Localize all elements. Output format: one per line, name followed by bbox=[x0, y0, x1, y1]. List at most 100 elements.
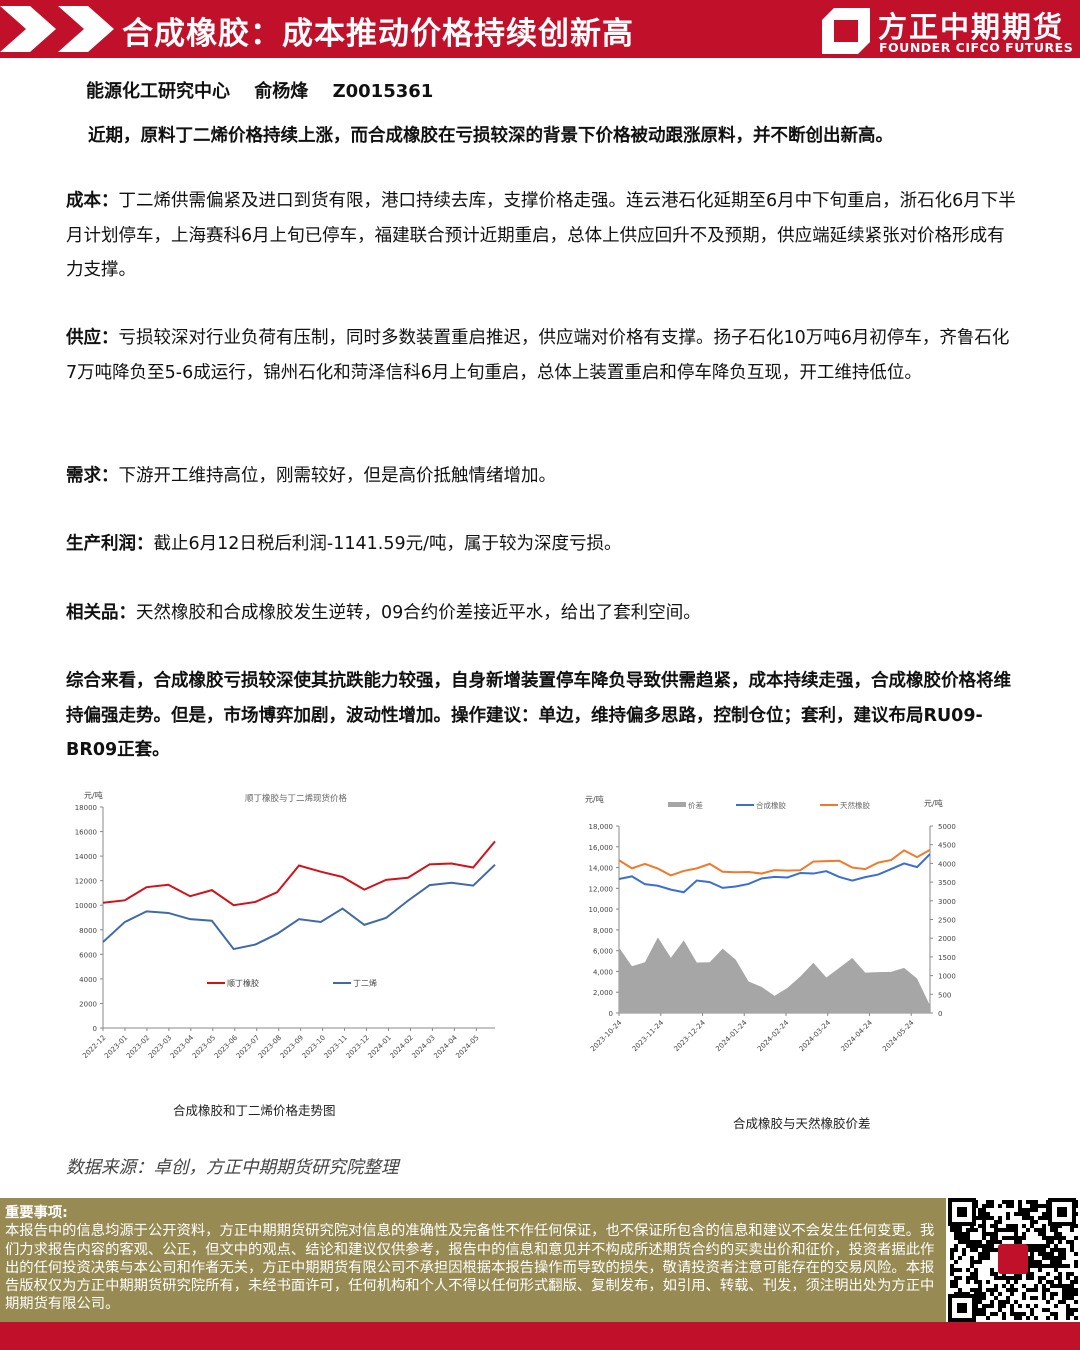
qr-module bbox=[1054, 1232, 1058, 1236]
qr-module bbox=[966, 1228, 970, 1232]
qr-module bbox=[1030, 1276, 1034, 1280]
qr-module bbox=[1030, 1312, 1034, 1316]
qr-module bbox=[986, 1256, 990, 1260]
qr-module bbox=[970, 1244, 974, 1248]
qr-module bbox=[1054, 1276, 1058, 1280]
qr-module bbox=[954, 1236, 958, 1240]
qr-module bbox=[1030, 1256, 1034, 1260]
logo-cn: 方正中期期货 bbox=[878, 10, 1065, 44]
qr-module bbox=[950, 1252, 954, 1256]
footer-bar bbox=[0, 1322, 1080, 1350]
qr-module bbox=[1054, 1244, 1058, 1248]
qr-module bbox=[958, 1228, 962, 1232]
qr-module bbox=[966, 1244, 970, 1248]
qr-module bbox=[954, 1232, 958, 1236]
qr-module bbox=[1074, 1236, 1078, 1240]
qr-module bbox=[982, 1236, 986, 1240]
qr-module bbox=[1042, 1292, 1046, 1296]
qr-module bbox=[1054, 1264, 1058, 1268]
qr-module bbox=[1026, 1228, 1030, 1232]
x-tick-label: 2024-03-24 bbox=[798, 1018, 833, 1053]
qr-module bbox=[1010, 1276, 1014, 1280]
qr-module bbox=[1074, 1252, 1078, 1256]
qr-module bbox=[1022, 1292, 1026, 1296]
qr-module bbox=[970, 1276, 974, 1280]
qr-module bbox=[1042, 1236, 1046, 1240]
qr-module bbox=[978, 1256, 982, 1260]
qr-module bbox=[1026, 1216, 1030, 1220]
qr-module bbox=[1030, 1220, 1034, 1224]
qr-module bbox=[998, 1276, 1002, 1280]
qr-module bbox=[1066, 1288, 1070, 1292]
qr-module bbox=[1050, 1248, 1054, 1252]
qr-module bbox=[1002, 1236, 1006, 1240]
qr-module bbox=[1002, 1284, 1006, 1288]
qr-module bbox=[1054, 1304, 1058, 1308]
qr-module bbox=[982, 1204, 986, 1208]
qr-module bbox=[982, 1232, 986, 1236]
qr-module bbox=[1026, 1304, 1030, 1308]
qr-module bbox=[1014, 1240, 1018, 1244]
y2-tick-label: 4000 bbox=[938, 860, 956, 868]
qr-module bbox=[1038, 1276, 1042, 1280]
qr-module bbox=[1038, 1248, 1042, 1252]
qr-module bbox=[1034, 1260, 1038, 1264]
qr-module bbox=[1050, 1240, 1054, 1244]
qr-module bbox=[1050, 1264, 1054, 1268]
qr-module bbox=[1030, 1200, 1034, 1204]
qr-module bbox=[962, 1252, 966, 1256]
qr-module bbox=[1022, 1212, 1026, 1216]
qr-module bbox=[978, 1240, 982, 1244]
qr-module bbox=[994, 1240, 998, 1244]
qr-module bbox=[990, 1268, 994, 1272]
y-tick-label: 16000 bbox=[75, 829, 97, 837]
summary-text: 综合来看，合成橡胶亏损较深使其抗跌能力较强，自身新增装置停车降负导致供需趋紧，成… bbox=[66, 671, 1011, 760]
qr-module bbox=[1074, 1316, 1078, 1320]
qr-module bbox=[1030, 1208, 1034, 1212]
qr-module bbox=[1002, 1200, 1006, 1204]
qr-module bbox=[986, 1212, 990, 1216]
qr-module bbox=[958, 1236, 962, 1240]
qr-module bbox=[1038, 1228, 1042, 1232]
company-logo: 方正中期期货 FOUNDER CIFCO FUTURES bbox=[820, 4, 1078, 56]
qr-module bbox=[978, 1284, 982, 1288]
qr-module bbox=[998, 1304, 1002, 1308]
qr-module bbox=[1050, 1256, 1054, 1260]
qr-module bbox=[1026, 1208, 1030, 1212]
page-title: 合成橡胶：成本推动价格持续创新高 bbox=[122, 16, 634, 52]
qr-module bbox=[966, 1236, 970, 1240]
qr-module bbox=[1070, 1272, 1074, 1276]
qr-module bbox=[1026, 1316, 1030, 1320]
qr-module bbox=[1050, 1280, 1054, 1284]
qr-module bbox=[1038, 1268, 1042, 1272]
qr-module bbox=[998, 1204, 1002, 1208]
section-demand: 需求：下游开工维持高位，刚需较好，但是高价抵触情绪增加。 bbox=[66, 459, 1016, 494]
qr-module bbox=[1006, 1288, 1010, 1292]
qr-module bbox=[1018, 1304, 1022, 1308]
y2-tick-label: 1000 bbox=[938, 973, 956, 981]
qr-finder-core bbox=[1057, 1207, 1067, 1217]
qr-module bbox=[1010, 1236, 1014, 1240]
chart-title: 顺丁橡胶与丁二烯现货价格 bbox=[245, 793, 348, 804]
qr-module bbox=[990, 1240, 994, 1244]
qr-module bbox=[1046, 1264, 1050, 1268]
qr-module bbox=[1018, 1240, 1022, 1244]
qr-module bbox=[974, 1276, 978, 1280]
qr-module bbox=[998, 1300, 1002, 1304]
qr-module bbox=[974, 1228, 978, 1232]
qr-module bbox=[954, 1260, 958, 1264]
qr-module bbox=[1030, 1296, 1034, 1300]
qr-module bbox=[1018, 1236, 1022, 1240]
qr-module bbox=[1046, 1308, 1050, 1312]
legend-label: 价差 bbox=[688, 800, 703, 810]
qr-module bbox=[1034, 1264, 1038, 1268]
qr-module bbox=[966, 1232, 970, 1236]
series-line-1 bbox=[618, 853, 931, 894]
qr-module bbox=[994, 1296, 998, 1300]
y2-tick-label: 3000 bbox=[938, 898, 956, 906]
qr-module bbox=[986, 1200, 990, 1204]
qr-module bbox=[962, 1236, 966, 1240]
qr-module bbox=[990, 1216, 994, 1220]
y-axis-unit: 元/吨 bbox=[585, 794, 604, 804]
qr-module bbox=[986, 1216, 990, 1220]
